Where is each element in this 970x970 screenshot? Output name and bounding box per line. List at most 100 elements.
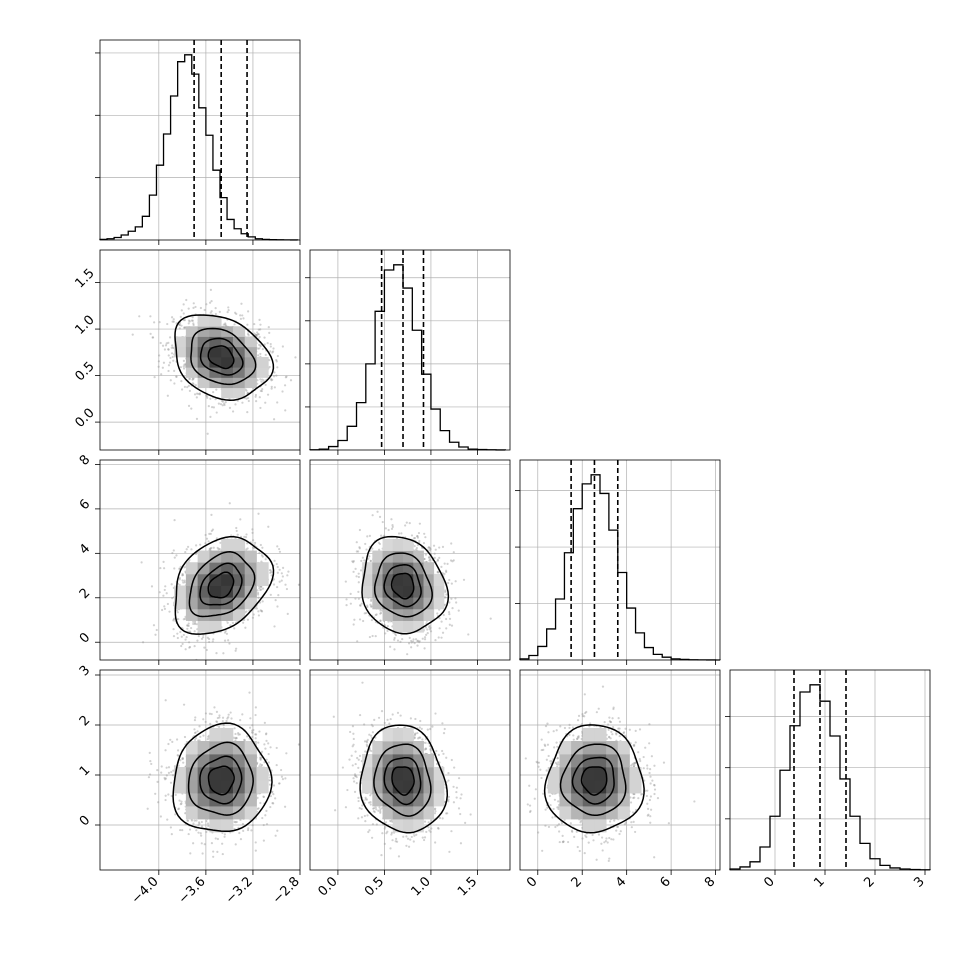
scatter-point: [175, 609, 179, 612]
scatter-point: [284, 376, 288, 379]
scatter-point: [215, 710, 219, 714]
scatter-point: [357, 590, 360, 593]
scatter-point: [167, 348, 170, 351]
scatter-point: [270, 574, 273, 577]
y-tick-label: 0: [77, 630, 93, 646]
density-cell: [433, 597, 445, 610]
scatter-point: [223, 402, 226, 405]
scatter-point: [410, 641, 413, 644]
scatter-point: [193, 621, 197, 624]
scatter-point: [256, 331, 259, 334]
scatter-point: [440, 620, 443, 623]
scatter-point: [264, 401, 267, 404]
density-cell: [413, 585, 424, 598]
density-cell: [413, 597, 424, 610]
scatter-point: [188, 645, 192, 649]
scatter-point: [389, 645, 392, 648]
scatter-point: [399, 640, 402, 644]
scatter-point: [234, 649, 237, 652]
scatter-point: [273, 559, 276, 562]
scatter-point: [234, 737, 237, 740]
scatter-point: [235, 312, 238, 316]
scatter-point: [180, 324, 183, 327]
scatter-point: [205, 648, 208, 652]
scatter-point: [444, 596, 447, 599]
scatter-point: [384, 632, 387, 635]
density-cell: [197, 326, 210, 337]
scatter-point: [366, 535, 369, 538]
scatter-point: [235, 647, 238, 650]
scatter-point: [173, 617, 176, 620]
density-cell: [392, 620, 404, 633]
scatter-point: [358, 528, 362, 532]
scatter-point: [364, 542, 367, 546]
density-cell: [362, 573, 373, 586]
scatter-point: [267, 326, 270, 329]
scatter-point: [260, 380, 263, 383]
scatter-point: [186, 624, 189, 627]
scatter-point: [413, 536, 417, 540]
scatter-point: [172, 320, 175, 323]
scatter-point: [425, 633, 428, 636]
scatter-point: [166, 602, 169, 606]
density-cell: [382, 538, 394, 551]
scatter-point: [379, 609, 382, 612]
scatter-point: [437, 571, 440, 574]
scatter-point: [276, 605, 279, 608]
scatter-point: [244, 536, 248, 539]
scatter-point: [281, 575, 284, 578]
scatter-point: [163, 605, 166, 608]
scatter-point: [172, 635, 176, 638]
scatter-point: [441, 572, 444, 575]
scatter-point: [170, 583, 173, 586]
scatter-point: [352, 623, 355, 626]
scatter-point: [225, 632, 229, 635]
scatter-point: [177, 617, 180, 621]
scatter-point: [359, 604, 362, 607]
scatter-point: [187, 307, 190, 310]
scatter-point: [258, 347, 261, 350]
scatter-point: [195, 392, 199, 395]
scatter-point: [391, 524, 394, 527]
scatter-point: [413, 642, 416, 645]
histogram-panel-0: [95, 39, 301, 245]
scatter-point: [214, 307, 217, 310]
scatter-point: [369, 603, 372, 606]
scatter-point: [258, 730, 261, 733]
scatter-point: [448, 613, 451, 616]
scatter-point: [256, 796, 259, 799]
scatter-point: [426, 628, 429, 631]
density-cell: [209, 585, 222, 598]
scatter-point: [150, 585, 154, 588]
scatter-point: [245, 548, 248, 551]
scatter-point: [446, 562, 449, 565]
scatter-point: [429, 547, 432, 551]
scatter-point: [395, 537, 399, 540]
scatter-point: [260, 588, 263, 591]
scatter-point: [260, 560, 263, 563]
scatter-point: [370, 598, 373, 601]
scatter-point: [205, 394, 208, 397]
scatter-point: [167, 341, 170, 344]
axes-frame: [99, 249, 301, 451]
scatter-point: [258, 551, 261, 555]
scatter-point: [441, 545, 445, 548]
scatter-point: [270, 385, 273, 388]
scatter-point: [436, 571, 439, 574]
scatter-point: [445, 627, 448, 630]
scatter-point: [239, 317, 243, 320]
scatter-point: [411, 640, 415, 643]
scatter-point: [259, 345, 262, 348]
scatter-point: [158, 354, 161, 357]
scatter-point: [222, 323, 225, 326]
scatter-point: [450, 582, 453, 585]
scatter-point: [192, 620, 195, 623]
scatter-point: [353, 618, 356, 621]
scatter-point: [448, 601, 451, 604]
scatter-point: [390, 527, 394, 530]
density-cell: [232, 538, 246, 551]
scatter-point: [284, 777, 287, 780]
scatter-point: [423, 532, 426, 535]
scatter-point: [183, 326, 187, 329]
scatter-point: [215, 537, 218, 540]
